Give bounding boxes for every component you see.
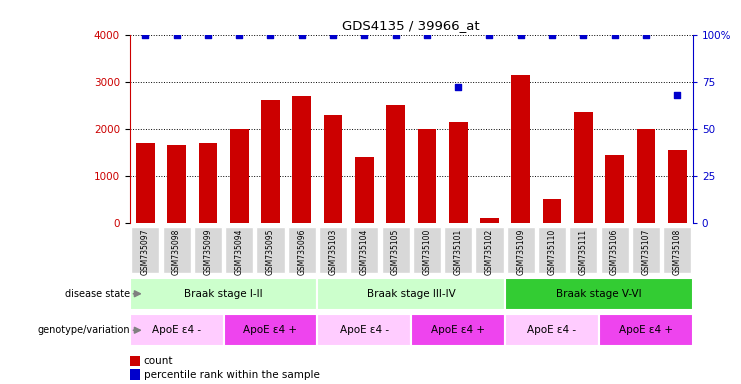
Point (515, 31, 527, 38)
Bar (167, 145, 186, 223)
FancyBboxPatch shape (569, 227, 597, 273)
FancyBboxPatch shape (505, 314, 599, 346)
Point (233, 31, 245, 38)
Bar (199, 143, 217, 223)
Text: GSM735110: GSM735110 (548, 228, 556, 275)
Point (484, 31, 496, 38)
Point (390, 31, 402, 38)
Text: ApoE ε4 -: ApoE ε4 - (528, 325, 576, 335)
Text: GSM735104: GSM735104 (360, 228, 369, 275)
Bar (417, 129, 436, 223)
FancyBboxPatch shape (632, 227, 660, 273)
Text: Braak stage V-VI: Braak stage V-VI (556, 289, 642, 299)
FancyBboxPatch shape (130, 314, 224, 346)
Title: GDS4135 / 39966_at: GDS4135 / 39966_at (342, 19, 480, 32)
FancyBboxPatch shape (317, 314, 411, 346)
Bar (324, 114, 342, 223)
Text: GSM735102: GSM735102 (485, 228, 494, 275)
Bar (386, 105, 405, 223)
Text: GSM735094: GSM735094 (235, 228, 244, 275)
FancyBboxPatch shape (382, 227, 410, 273)
Text: GSM735097: GSM735097 (141, 228, 150, 275)
Text: ApoE ε4 +: ApoE ε4 + (619, 325, 673, 335)
Point (452, 84, 464, 90)
Bar (637, 129, 655, 223)
Point (640, 31, 652, 38)
Bar (261, 101, 280, 223)
Bar (574, 112, 593, 223)
Bar (480, 218, 499, 223)
FancyBboxPatch shape (131, 227, 159, 273)
Text: GSM735111: GSM735111 (579, 228, 588, 275)
Text: GSM735108: GSM735108 (673, 228, 682, 275)
FancyBboxPatch shape (507, 227, 535, 273)
Text: GSM735106: GSM735106 (610, 228, 619, 275)
Bar (355, 157, 373, 223)
FancyBboxPatch shape (130, 278, 317, 310)
Point (327, 31, 339, 38)
Bar (668, 150, 687, 223)
Text: GSM735103: GSM735103 (328, 228, 338, 275)
Point (359, 31, 370, 38)
Text: percentile rank within the sample: percentile rank within the sample (144, 370, 319, 380)
Text: GSM735107: GSM735107 (642, 228, 651, 275)
Point (671, 92, 683, 98)
FancyBboxPatch shape (663, 227, 691, 273)
Text: Braak stage III-IV: Braak stage III-IV (367, 289, 456, 299)
Text: GSM735100: GSM735100 (422, 228, 431, 275)
Point (202, 31, 214, 38)
Text: ApoE ε4 -: ApoE ε4 - (340, 325, 389, 335)
Bar (293, 96, 311, 223)
Text: count: count (144, 356, 173, 366)
FancyBboxPatch shape (599, 314, 693, 346)
Point (265, 31, 276, 38)
Point (296, 31, 308, 38)
Point (421, 31, 433, 38)
Text: GSM735099: GSM735099 (203, 228, 213, 275)
Bar (230, 129, 248, 223)
Bar (130, 369, 140, 380)
Text: GSM735109: GSM735109 (516, 228, 525, 275)
Text: GSM735095: GSM735095 (266, 228, 275, 275)
FancyBboxPatch shape (319, 227, 347, 273)
FancyBboxPatch shape (600, 227, 628, 273)
Text: GSM735098: GSM735098 (172, 228, 181, 275)
FancyBboxPatch shape (225, 227, 253, 273)
Bar (130, 356, 140, 366)
FancyBboxPatch shape (444, 227, 472, 273)
FancyBboxPatch shape (411, 314, 505, 346)
FancyBboxPatch shape (476, 227, 504, 273)
FancyBboxPatch shape (317, 278, 505, 310)
Text: GSM735096: GSM735096 (297, 228, 306, 275)
FancyBboxPatch shape (350, 227, 379, 273)
Point (139, 31, 151, 38)
FancyBboxPatch shape (413, 227, 441, 273)
Point (170, 31, 182, 38)
Bar (136, 143, 155, 223)
Text: genotype/variation: genotype/variation (37, 325, 130, 335)
FancyBboxPatch shape (194, 227, 222, 273)
Text: ApoE ε4 +: ApoE ε4 + (431, 325, 485, 335)
FancyBboxPatch shape (256, 227, 285, 273)
Bar (449, 122, 468, 223)
Text: disease state: disease state (65, 289, 130, 299)
Text: ApoE ε4 +: ApoE ε4 + (244, 325, 297, 335)
FancyBboxPatch shape (224, 314, 317, 346)
FancyBboxPatch shape (505, 278, 693, 310)
Text: GSM735101: GSM735101 (453, 228, 462, 275)
Point (546, 31, 558, 38)
FancyBboxPatch shape (288, 227, 316, 273)
Text: GSM735105: GSM735105 (391, 228, 400, 275)
FancyBboxPatch shape (162, 227, 190, 273)
Bar (511, 74, 530, 223)
Text: ApoE ε4 -: ApoE ε4 - (152, 325, 201, 335)
Bar (605, 154, 624, 223)
Bar (542, 199, 562, 223)
Point (577, 31, 589, 38)
FancyBboxPatch shape (538, 227, 566, 273)
Point (608, 31, 620, 38)
Text: Braak stage I-II: Braak stage I-II (185, 289, 263, 299)
